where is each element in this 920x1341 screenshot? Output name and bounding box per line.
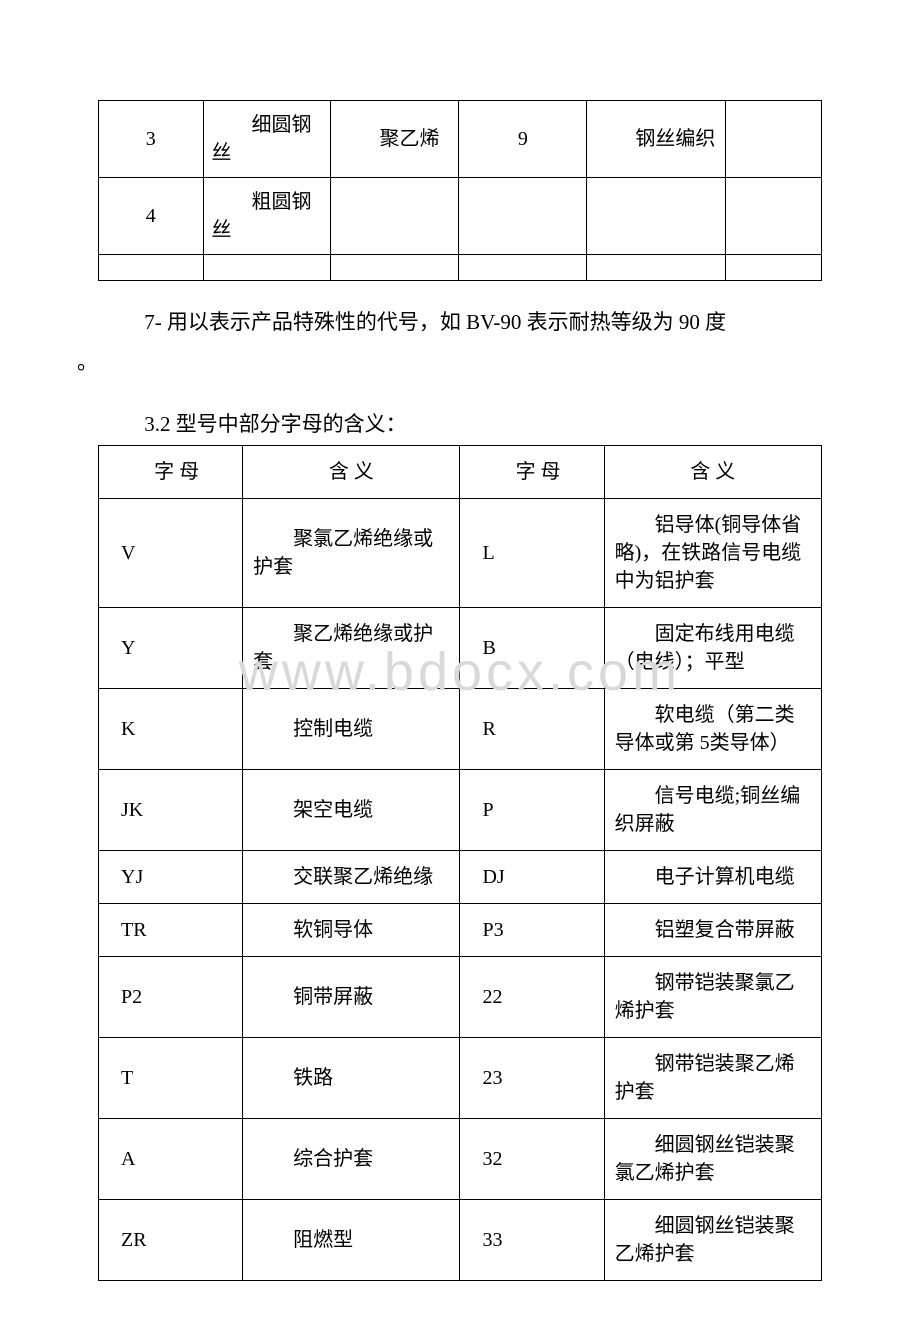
cell — [725, 101, 821, 178]
table-row: P2铜带屏蔽22钢带铠装聚氯乙烯护套 — [99, 956, 822, 1037]
cell — [331, 178, 459, 255]
cell: Y — [99, 607, 243, 688]
cell: YJ — [99, 850, 243, 903]
cell: K — [99, 688, 243, 769]
cell: 综合护套 — [243, 1118, 460, 1199]
cell — [331, 255, 459, 281]
cell: 钢带铠装聚乙烯护套 — [604, 1037, 821, 1118]
cell: 铁路 — [243, 1037, 460, 1118]
cell: 钢带铠装聚氯乙烯护套 — [604, 956, 821, 1037]
table-row: A综合护套32细圆钢丝铠装聚氯乙烯护套 — [99, 1118, 822, 1199]
cell: P3 — [460, 903, 604, 956]
table-row: K控制电缆R软电缆（第二类导体或第 5类导体） — [99, 688, 822, 769]
cell: 4 — [99, 178, 204, 255]
cell: 软电缆（第二类导体或第 5类导体） — [604, 688, 821, 769]
table-row: YJ交联聚乙烯绝缘DJ电子计算机电缆 — [99, 850, 822, 903]
cell: 聚乙烯 — [331, 101, 459, 178]
cell: 电子计算机电缆 — [604, 850, 821, 903]
cell: 细圆钢丝 — [203, 101, 331, 178]
cell: 9 — [459, 101, 587, 178]
cell — [203, 255, 331, 281]
table-row: TR软铜导体P3铝塑复合带屏蔽 — [99, 903, 822, 956]
armor-code-table: 3 细圆钢丝 聚乙烯 9 钢丝编织 4 粗圆钢丝 — [98, 100, 822, 281]
cell: 钢丝编织 — [587, 101, 726, 178]
cell: TR — [99, 903, 243, 956]
header-cell: 含 义 — [243, 445, 460, 498]
cell: 3 — [99, 101, 204, 178]
cell: 33 — [460, 1199, 604, 1280]
table-row: V聚氯乙烯绝缘或护套L铝导体(铜导体省略)，在铁路信号电缆中为铝护套 — [99, 498, 822, 607]
cell: 铝导体(铜导体省略)，在铁路信号电缆中为铝护套 — [604, 498, 821, 607]
cell — [725, 178, 821, 255]
header-cell: 字 母 — [460, 445, 604, 498]
cell: DJ — [460, 850, 604, 903]
header-cell: 字 母 — [99, 445, 243, 498]
table-row: 4 粗圆钢丝 — [99, 178, 822, 255]
cell: ZR — [99, 1199, 243, 1280]
cell: P2 — [99, 956, 243, 1037]
cell: 信号电缆;铜丝编织屏蔽 — [604, 769, 821, 850]
section-heading-3-2: 3.2 型号中部分字母的含义： — [98, 405, 822, 445]
table-row: 3 细圆钢丝 聚乙烯 9 钢丝编织 — [99, 101, 822, 178]
cell: 固定布线用电缆（电线）；平型 — [604, 607, 821, 688]
header-cell: 含 义 — [604, 445, 821, 498]
cell: B — [460, 607, 604, 688]
cell: A — [99, 1118, 243, 1199]
cell — [725, 255, 821, 281]
cell: L — [460, 498, 604, 607]
paragraph-note-7: 7- 用以表示产品特殊性的代号，如 BV-90 表示耐热等级为 90 度 。 — [98, 303, 822, 383]
cell: T — [99, 1037, 243, 1118]
cell: 粗圆钢丝 — [203, 178, 331, 255]
cell — [99, 255, 204, 281]
cell: 铝塑复合带屏蔽 — [604, 903, 821, 956]
table-header-row: 字 母 含 义 字 母 含 义 — [99, 445, 822, 498]
cell: V — [99, 498, 243, 607]
cell: 铜带屏蔽 — [243, 956, 460, 1037]
paragraph-text: 7- 用以表示产品特殊性的代号，如 BV-90 表示耐热等级为 90 度 — [98, 303, 726, 343]
cell: R — [460, 688, 604, 769]
table-row: JK架空电缆P信号电缆;铜丝编织屏蔽 — [99, 769, 822, 850]
table-row: Y聚乙烯绝缘或护套B固定布线用电缆（电线）；平型 — [99, 607, 822, 688]
cell: 交联聚乙烯绝缘 — [243, 850, 460, 903]
heading-text: 3.2 型号中部分字母的含义： — [98, 405, 407, 445]
cell: 细圆钢丝铠装聚乙烯护套 — [604, 1199, 821, 1280]
cell — [459, 255, 587, 281]
table-row: T铁路23钢带铠装聚乙烯护套 — [99, 1037, 822, 1118]
cell: 架空电缆 — [243, 769, 460, 850]
cell: 阻燃型 — [243, 1199, 460, 1280]
cell — [587, 255, 726, 281]
cell: 聚乙烯绝缘或护套 — [243, 607, 460, 688]
cell: 23 — [460, 1037, 604, 1118]
cell: 软铜导体 — [243, 903, 460, 956]
cell: P — [460, 769, 604, 850]
table-row: ZR阻燃型33细圆钢丝铠装聚乙烯护套 — [99, 1199, 822, 1280]
cell: 聚氯乙烯绝缘或护套 — [243, 498, 460, 607]
table-row — [99, 255, 822, 281]
cell: 32 — [460, 1118, 604, 1199]
cell: 控制电缆 — [243, 688, 460, 769]
cell: 22 — [460, 956, 604, 1037]
cell — [459, 178, 587, 255]
cell: JK — [99, 769, 243, 850]
letter-meaning-table: 字 母 含 义 字 母 含 义 V聚氯乙烯绝缘或护套L铝导体(铜导体省略)，在铁… — [98, 445, 822, 1281]
paragraph-text: 。 — [77, 350, 98, 374]
cell — [587, 178, 726, 255]
cell: 细圆钢丝铠装聚氯乙烯护套 — [604, 1118, 821, 1199]
